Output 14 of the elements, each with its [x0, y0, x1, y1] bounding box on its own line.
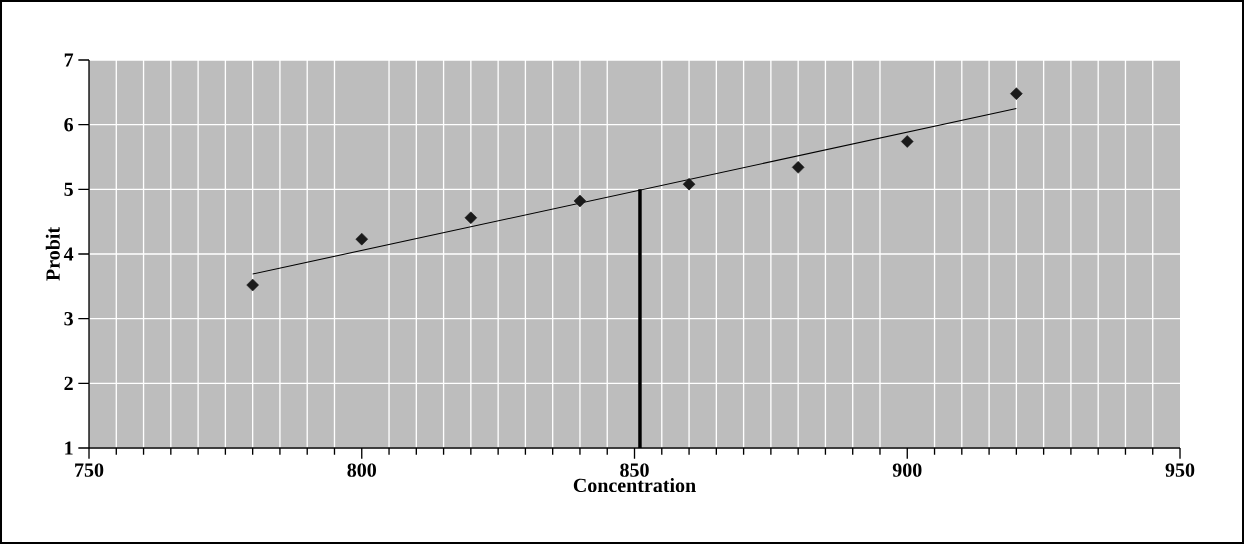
x-tick-label: 800: [347, 463, 376, 477]
x-axis-title: Concentration: [573, 478, 696, 493]
y-tick-label: 5: [64, 182, 73, 196]
y-tick-label: 7: [64, 53, 74, 67]
x-tick-label: 950: [1165, 463, 1195, 477]
y-axis-title: Probit: [45, 227, 60, 281]
x-tick-label: 750: [75, 463, 104, 477]
y-tick-label: 3: [64, 311, 73, 326]
y-tick-label: 2: [64, 376, 73, 390]
y-tick-label: 1: [65, 441, 73, 455]
y-tick-label: 6: [64, 117, 74, 132]
x-tick-label: 850: [620, 463, 649, 477]
y-tick-label: 4: [63, 247, 74, 261]
x-tick-label: 900: [892, 463, 922, 477]
